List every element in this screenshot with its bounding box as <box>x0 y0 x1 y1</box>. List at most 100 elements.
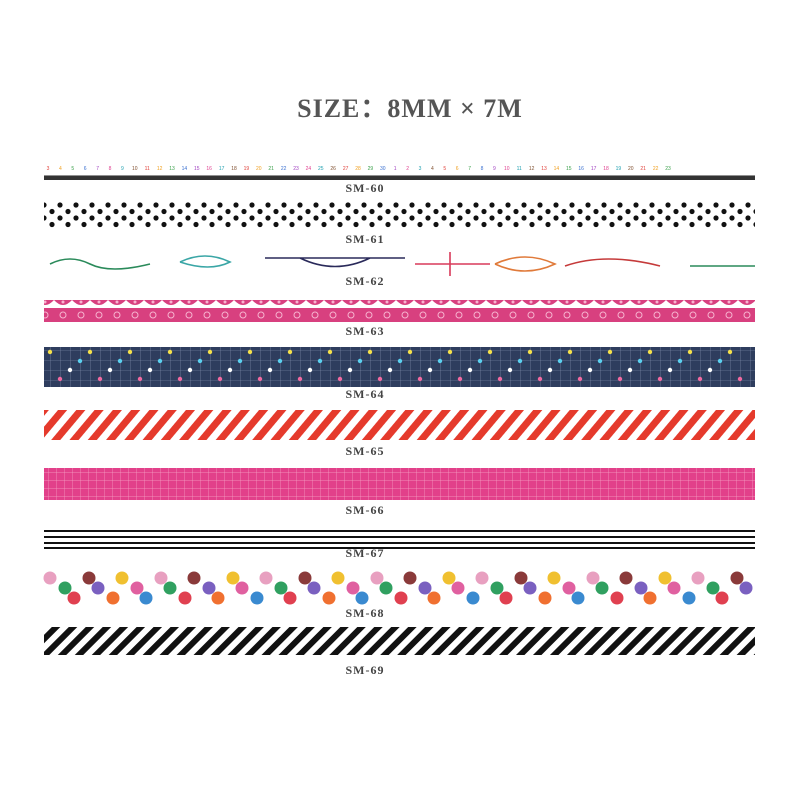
dot <box>58 581 72 595</box>
ruler-number: 12 <box>157 166 163 172</box>
dot <box>287 349 293 355</box>
tape-label: SM-64 <box>346 387 385 401</box>
dot <box>727 349 733 355</box>
dot <box>274 581 288 595</box>
dot <box>97 376 103 382</box>
dot <box>403 571 417 585</box>
dot <box>394 591 408 605</box>
tape-sm-64 <box>44 347 755 387</box>
dot <box>187 367 193 373</box>
tape-sm-68 <box>43 571 753 605</box>
dot <box>457 376 463 382</box>
tape-sm-61 <box>44 202 755 228</box>
dot <box>499 591 513 605</box>
dot <box>730 571 744 585</box>
dot <box>322 591 336 605</box>
dot <box>627 367 633 373</box>
dot <box>217 376 223 382</box>
ornament <box>265 257 405 268</box>
dot <box>106 591 120 605</box>
title: SIZE：8MM × 7M <box>297 94 523 123</box>
dot <box>677 358 683 364</box>
dot <box>137 376 143 382</box>
dot <box>418 581 432 595</box>
dot <box>117 358 123 364</box>
ruler-number: 3 <box>419 166 422 172</box>
ruler-number: 10 <box>504 166 510 172</box>
dot <box>527 349 533 355</box>
dot <box>737 376 743 382</box>
dot <box>317 358 323 364</box>
dot <box>67 591 81 605</box>
dot <box>706 581 720 595</box>
dot <box>447 349 453 355</box>
dot <box>619 571 633 585</box>
dot <box>250 591 264 605</box>
dot <box>707 367 713 373</box>
dot <box>257 376 263 382</box>
dot <box>331 571 345 585</box>
ruler-number: 11 <box>145 166 150 172</box>
dot <box>610 591 624 605</box>
tape-label: SM-67 <box>346 546 385 560</box>
tape-sm-66 <box>44 468 755 500</box>
dot <box>739 581 753 595</box>
ruler-number: 2 <box>406 166 409 172</box>
ruler-number: 25 <box>318 166 324 172</box>
ruler-number: 12 <box>529 166 535 172</box>
tape-label: SM-68 <box>346 606 385 620</box>
dot <box>490 581 504 595</box>
dot <box>139 591 153 605</box>
dot <box>77 358 83 364</box>
dot <box>442 571 456 585</box>
ornament <box>49 258 151 270</box>
tape-label: SM-60 <box>346 181 385 195</box>
tape-sm-67 <box>44 530 755 549</box>
dot <box>517 358 523 364</box>
tape-sm-60: 3 4 5 6 7 8 9 10 11 12 13 14 15 16 17 18 19 20 21 22 23 24 25 2… <box>44 166 755 180</box>
tape-label: SM-62 <box>346 274 385 288</box>
dot <box>207 349 213 355</box>
ruler-number: 9 <box>493 166 496 172</box>
ruler-number: 22 <box>653 166 659 172</box>
dot <box>357 358 363 364</box>
ornament <box>179 255 232 268</box>
tape-label: SM-63 <box>346 324 385 338</box>
dot <box>130 581 144 595</box>
dot <box>307 581 321 595</box>
ruler-number: 21 <box>268 166 274 172</box>
dot <box>57 376 63 382</box>
tape-label: SM-65 <box>346 444 385 458</box>
dot <box>587 367 593 373</box>
ruler-number: 23 <box>293 166 299 172</box>
dot <box>634 581 648 595</box>
dot <box>715 591 729 605</box>
tape-sm-69 <box>44 627 755 655</box>
ruler-number: 14 <box>554 166 560 172</box>
dot <box>177 376 183 382</box>
dot <box>717 358 723 364</box>
ruler-number: 24 <box>306 166 312 172</box>
ruler-number: 13 <box>169 166 175 172</box>
dot <box>127 349 133 355</box>
tape-sm-65 <box>44 410 755 440</box>
dot <box>507 367 513 373</box>
ruler-number: 7 <box>96 166 99 172</box>
dot <box>586 571 600 585</box>
dot <box>167 349 173 355</box>
ruler-number: 8 <box>481 166 484 172</box>
dot <box>87 349 93 355</box>
ornament <box>415 252 490 276</box>
dot <box>557 358 563 364</box>
ruler-number: 4 <box>59 166 62 172</box>
dot <box>154 571 168 585</box>
ruler-ticks <box>44 176 755 180</box>
dot <box>107 367 113 373</box>
ruler-number: 17 <box>591 166 597 172</box>
dot <box>346 581 360 595</box>
dot <box>547 367 553 373</box>
ruler-number: 9 <box>121 166 124 172</box>
dot <box>307 367 313 373</box>
ruler-number: 1 <box>394 166 397 172</box>
